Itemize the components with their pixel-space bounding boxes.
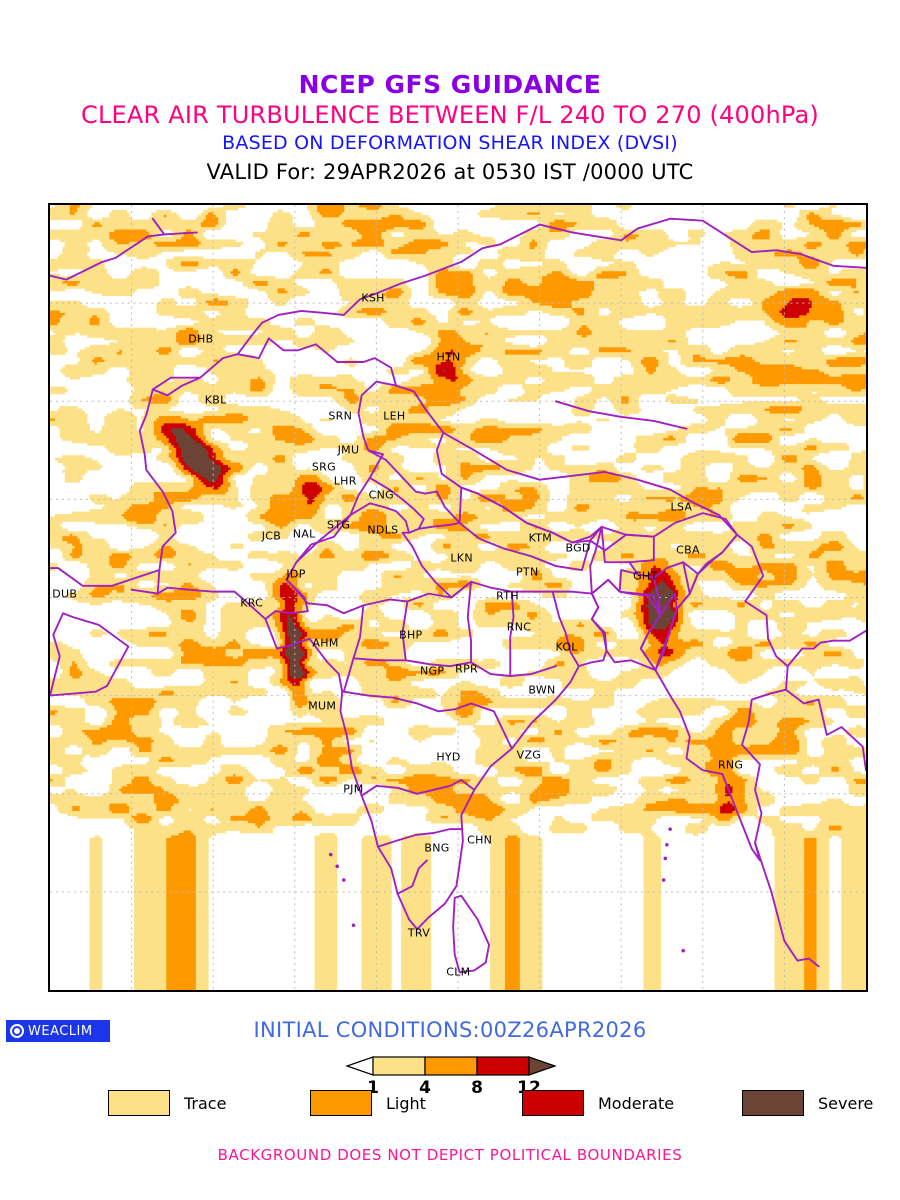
- city-label-bwn: BWN: [528, 683, 556, 697]
- city-label-ahm: AHM: [312, 636, 339, 650]
- city-label-rth: RTH: [496, 589, 519, 603]
- city-label-clm: CLM: [446, 965, 471, 979]
- city-label-trv: TRV: [407, 926, 431, 940]
- gridlines: [50, 205, 866, 990]
- city-label-jdp: JDP: [286, 567, 306, 581]
- city-label-jmu: JMU: [337, 443, 360, 457]
- city-label-dhb: DHB: [188, 332, 214, 346]
- title-model: NCEP GFS GUIDANCE: [298, 70, 602, 99]
- x-axis-tick-mark: [49, 203, 51, 205]
- city-label-rng: RNG: [717, 758, 744, 772]
- legend-item-moderate: Moderate: [522, 1090, 674, 1116]
- legend-label-severe: Severe: [818, 1093, 874, 1113]
- city-label-ght: GHT: [633, 569, 658, 583]
- city-label-ndls: NDLS: [367, 523, 399, 537]
- x-axis-tick-mark: [377, 203, 379, 205]
- city-label-bgd: BGD: [565, 541, 591, 555]
- legend-swatch-trace: [108, 1090, 170, 1116]
- x-axis-tick-mark: [459, 203, 461, 205]
- city-label-vzg: VZG: [516, 748, 542, 762]
- initial-conditions-label: INITIAL CONDITIONS:00Z26APR2026: [253, 1018, 647, 1042]
- chart-title-block: NCEP GFS GUIDANCE CLEAR AIR TURBULENCE B…: [0, 70, 900, 187]
- cat-fill-layer: [50, 205, 866, 990]
- city-label-cng: CNG: [368, 488, 394, 502]
- legend-label-light: Light: [386, 1093, 426, 1113]
- city-label-nal: NAL: [292, 527, 316, 541]
- city-label-lhr: LHR: [333, 474, 357, 488]
- city-label-chn: CHN: [467, 833, 493, 847]
- brand-label: WEACLIM: [28, 1023, 93, 1039]
- city-label-htn: HTN: [436, 350, 461, 364]
- city-label-stg: STG: [327, 518, 351, 532]
- legend-swatch-light: [310, 1090, 372, 1116]
- title-valid-time: VALID For: 29APR2026 at 0530 IST /0000 U…: [206, 160, 694, 184]
- legend-swatch-moderate: [522, 1090, 584, 1116]
- y-axis-tick-mark: [48, 599, 50, 601]
- city-label-bhp: BHP: [399, 628, 423, 642]
- legend-label-moderate: Moderate: [598, 1093, 675, 1113]
- city-label-bng: BNG: [424, 841, 450, 855]
- colorbar-tick-4: 4: [419, 1078, 431, 1098]
- y-axis-tick-mark: [48, 500, 50, 502]
- city-label-lkn: LKN: [450, 551, 473, 565]
- weaclim-brand-badge[interactable]: WEACLIM: [6, 1020, 110, 1042]
- city-label-krc: KRC: [240, 596, 264, 610]
- x-axis-tick-mark: [787, 203, 789, 205]
- title-method: BASED ON DEFORMATION SHEAR INDEX (DVSI): [222, 132, 678, 154]
- x-axis-tick-mark: [213, 203, 215, 205]
- city-label-leh: LEH: [383, 409, 406, 423]
- city-label-hyd: HYD: [436, 750, 461, 764]
- y-axis-tick-mark: [48, 303, 50, 305]
- colorbar: [345, 1053, 557, 1079]
- city-label-srg: SRG: [311, 460, 336, 474]
- cat-contour-map: [50, 205, 866, 990]
- city-label-rpr: RPR: [455, 662, 478, 676]
- city-label-ktm: KTM: [528, 531, 553, 545]
- legend-item-trace: Trace: [108, 1090, 226, 1116]
- legend-row: Trace Light Moderate Severe: [0, 1090, 900, 1120]
- city-label-ksh: KSH: [361, 291, 385, 305]
- disclaimer-text: BACKGROUND DOES NOT DEPICT POLITICAL BOU…: [217, 1146, 683, 1164]
- title-parameter: CLEAR AIR TURBULENCE BETWEEN F/L 240 TO …: [81, 101, 819, 129]
- x-axis-tick-mark: [541, 203, 543, 205]
- map-plot-area[interactable]: 5N10N15N20N25N30N35N40N45N55E60E65E70E75…: [48, 203, 868, 992]
- boundary-layer: [50, 217, 866, 974]
- city-label-srn: SRN: [328, 409, 353, 423]
- city-label-ptn: PTN: [515, 565, 539, 579]
- y-axis-tick-mark: [48, 894, 50, 896]
- city-label-ngp: NGP: [419, 664, 445, 677]
- city-label-kbl: KBL: [204, 393, 227, 407]
- x-axis-tick-mark: [131, 203, 133, 205]
- city-label-rnc: RNC: [506, 620, 532, 634]
- y-axis-tick-mark: [48, 697, 50, 699]
- circle-logo-icon: [10, 1024, 24, 1038]
- legend-swatch-severe: [742, 1090, 804, 1116]
- x-axis-tick-mark: [295, 203, 297, 205]
- legend-item-severe: Severe: [742, 1090, 873, 1116]
- colorbar-tick-1: 1: [367, 1078, 379, 1098]
- city-label-lsa: LSA: [670, 500, 693, 514]
- x-axis-tick-mark: [705, 203, 707, 205]
- y-axis-tick-mark: [48, 796, 50, 798]
- y-axis-tick-mark: [48, 401, 50, 403]
- city-label-pjm: PJM: [343, 782, 364, 796]
- city-label-cba: CBA: [676, 543, 700, 557]
- city-label-dub: DUB: [52, 587, 78, 601]
- city-label-jcb: JCB: [261, 529, 282, 543]
- x-axis-tick-mark: [623, 203, 625, 205]
- legend-label-trace: Trace: [184, 1093, 227, 1113]
- legend-item-light: Light: [310, 1090, 426, 1116]
- city-label-mum: MUM: [308, 699, 337, 713]
- colorbar-tick-8: 8: [471, 1078, 483, 1098]
- city-label-kol: KOL: [555, 640, 578, 654]
- colorbar-swatches: [345, 1056, 557, 1076]
